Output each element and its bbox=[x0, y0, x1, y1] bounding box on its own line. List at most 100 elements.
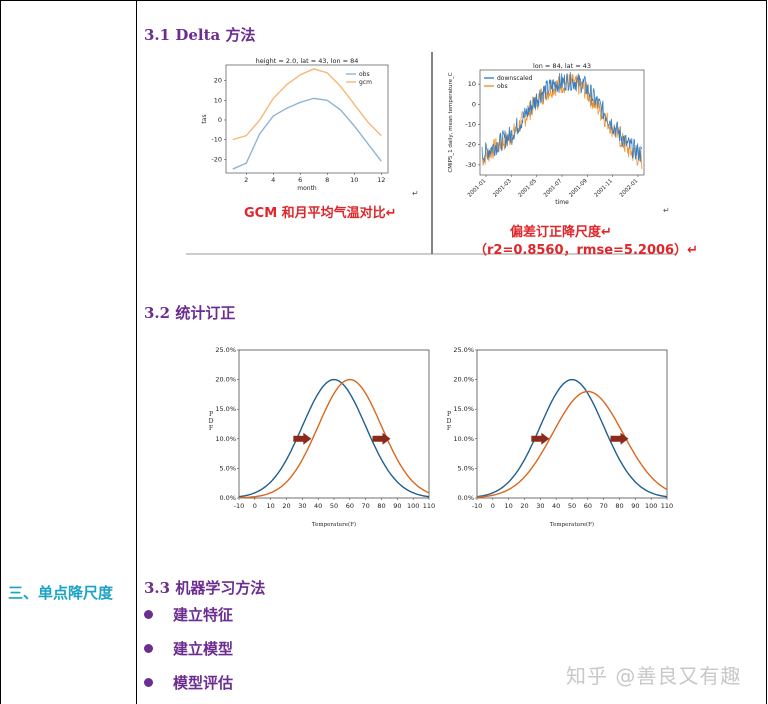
y-tick-label: 0 bbox=[218, 116, 222, 124]
bullet-item: 建立模型 bbox=[144, 638, 233, 659]
x-tick-label: 100 bbox=[407, 502, 419, 510]
y-tick-label: -10 bbox=[211, 136, 222, 144]
y-tick-label: 25.0% bbox=[215, 346, 236, 354]
x-axis-label: Temperature(F) bbox=[312, 521, 356, 528]
x-tick-label: 10 bbox=[505, 502, 513, 510]
x-tick-label: 8 bbox=[325, 176, 329, 184]
pdf-curve-1 bbox=[476, 378, 668, 498]
y-tick-label: 15.0% bbox=[215, 405, 236, 413]
section-label: 三、单点降尺度 bbox=[8, 584, 114, 602]
bullet-dot-icon bbox=[144, 609, 153, 619]
heading-delta-method: 3.1 Delta 方法 bbox=[144, 26, 256, 44]
column-divider bbox=[136, 0, 137, 704]
x-tick-label: 90 bbox=[393, 502, 401, 510]
shift-arrow-icon bbox=[610, 432, 629, 445]
x-tick-label: 6 bbox=[298, 176, 302, 184]
y-tick-label: 0.0% bbox=[219, 494, 236, 502]
y-tick-label: -20 bbox=[211, 155, 222, 163]
y-tick-label: 0.0% bbox=[457, 494, 474, 502]
y-tick-label: 5.0% bbox=[219, 464, 236, 472]
y-tick-label: 20.0% bbox=[453, 376, 474, 384]
x-tick-label: 30 bbox=[298, 502, 306, 510]
gcm-caption: GCM 和月平均气温对比↵ bbox=[244, 206, 397, 221]
bias-metrics-caption: （r2=0.8560，rmse=5.2006）↵ bbox=[474, 243, 698, 258]
x-tick-label: 20 bbox=[282, 502, 290, 510]
y-tick-label: 15.0% bbox=[453, 405, 474, 413]
heading-statistical-correction: 3.2 统计订正 bbox=[144, 304, 236, 322]
y-tick-label: 10 bbox=[468, 80, 476, 88]
y-tick-label: 5.0% bbox=[457, 464, 474, 472]
x-tick-label: -10 bbox=[234, 502, 245, 510]
delta-figure-area: ↵ ↵ bbox=[186, 52, 676, 255]
x-tick-label: 50 bbox=[568, 502, 576, 510]
shift-arrow-icon bbox=[293, 432, 312, 445]
x-tick-label: 40 bbox=[314, 502, 322, 510]
y-tick-label: -30 bbox=[465, 161, 476, 169]
x-tick-label: 90 bbox=[631, 502, 639, 510]
y-tick-label: 25.0% bbox=[453, 346, 474, 354]
shift-arrow-icon bbox=[531, 432, 550, 445]
legend-label: obs bbox=[497, 83, 508, 90]
x-tick-label: 4 bbox=[271, 176, 275, 184]
x-tick-label: 70 bbox=[362, 502, 370, 510]
pdf-curve-1 bbox=[238, 378, 430, 498]
y-tick-label: -10 bbox=[465, 121, 476, 129]
bias-caption: 偏差订正降尺度↵ bbox=[510, 225, 612, 240]
x-tick-label: 2001-07 bbox=[543, 178, 564, 199]
y-tick-label: 0 bbox=[472, 100, 476, 108]
watermark: 知乎 @善良又有趣 bbox=[566, 664, 742, 688]
legend-label: gcm bbox=[359, 79, 372, 86]
x-tick-label: 0 bbox=[253, 502, 257, 510]
x-tick-label: 110 bbox=[661, 502, 673, 510]
gcm-line-chart: height = 2.0, lat = 43, lon = 84 2 4 6 8 10 12… bbox=[201, 57, 389, 192]
x-tick-label: 60 bbox=[346, 502, 354, 510]
pdf-chart-spread: 0.0% 5.0% 10.0% 15.0% 20.0% 25.0% -10 0 10 20 30 40… bbox=[447, 346, 674, 528]
y-tick-label: 20.0% bbox=[215, 376, 236, 384]
bullet-item: 模型评估 bbox=[144, 672, 233, 693]
x-tick-label: 10 bbox=[350, 176, 358, 184]
svg-text:↵: ↵ bbox=[663, 206, 670, 215]
y-tick-label: 10.0% bbox=[453, 435, 474, 443]
chart-title: lon = 84, lat = 43 bbox=[533, 62, 591, 70]
plot-frame bbox=[238, 349, 430, 499]
bullet-dot-icon bbox=[144, 643, 153, 653]
y-tick-label: 10.0% bbox=[215, 435, 236, 443]
shift-arrow-icon bbox=[372, 432, 391, 445]
series-line-downscaled bbox=[481, 71, 643, 163]
y-tick-label: 20 bbox=[214, 77, 222, 85]
x-tick-label: 2002-01 bbox=[619, 178, 639, 198]
plot-frame bbox=[225, 64, 389, 174]
heading-ml-method: 3.3 机器学习方法 bbox=[144, 579, 266, 597]
x-tick-label: 12 bbox=[377, 176, 385, 184]
x-tick-label: 60 bbox=[584, 502, 592, 510]
x-axis-label: month bbox=[297, 185, 317, 192]
x-tick-label: 2001-03 bbox=[492, 178, 513, 199]
x-tick-label: 2001-05 bbox=[518, 178, 539, 199]
x-tick-label: 80 bbox=[615, 502, 623, 510]
pdf-curve-2 bbox=[476, 390, 668, 498]
x-tick-label: -10 bbox=[472, 502, 483, 510]
plot-frame bbox=[476, 349, 668, 499]
x-tick-label: 2001-01 bbox=[467, 178, 487, 198]
series-line-gcm bbox=[232, 68, 382, 141]
x-tick-label: 2001-09 bbox=[568, 178, 589, 199]
x-tick-label: 2001-11 bbox=[594, 178, 614, 198]
y-axis-label: CMIP5_1 daily, mean temperature_C bbox=[448, 72, 454, 172]
x-tick-label: 100 bbox=[645, 502, 657, 510]
x-tick-label: 10 bbox=[267, 502, 275, 510]
y-tick-label: 10 bbox=[214, 96, 222, 104]
x-tick-label: 20 bbox=[520, 502, 528, 510]
chart-title: height = 2.0, lat = 43, lon = 84 bbox=[256, 57, 359, 65]
bullet-dot-icon bbox=[144, 677, 153, 687]
legend-label: downscaled bbox=[497, 75, 533, 82]
x-tick-label: 50 bbox=[330, 502, 338, 510]
pdf-chart-shift: 0.0% 5.0% 10.0% 15.0% 20.0% 25.0% -10 0 10 20 30 40… bbox=[209, 346, 436, 528]
x-tick-label: 80 bbox=[377, 502, 385, 510]
x-tick-label: 110 bbox=[423, 502, 435, 510]
x-tick-label: 70 bbox=[600, 502, 608, 510]
x-tick-label: 2 bbox=[244, 176, 248, 184]
x-tick-label: 30 bbox=[536, 502, 544, 510]
